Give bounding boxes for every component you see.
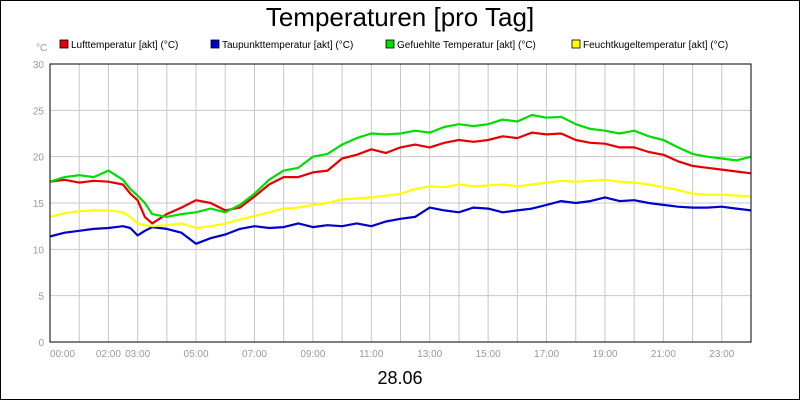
x-tick-label: 21:00 (651, 349, 676, 360)
x-axis-ticks: 00:00 02:00 03:00 05:00 07:00 09:00 11:00 13:00… (50, 349, 735, 360)
chart-title: Temperaturen [pro Tag] (265, 2, 535, 32)
y-tick-label: 20 (33, 153, 45, 164)
x-tick-label: 07:00 (242, 349, 267, 360)
x-tick-label: 02:00 (96, 349, 121, 360)
x-tick-label: 09:00 (300, 349, 325, 360)
x-tick-label: 11:00 (359, 349, 384, 360)
y-tick-label: 15 (33, 199, 45, 210)
y-axis-unit: °C (36, 43, 47, 54)
series-line-1 (49, 131, 752, 225)
series-line-3 (49, 113, 752, 218)
x-tick-label: 15:00 (476, 349, 501, 360)
y-tick-label: 10 (33, 245, 45, 256)
y-tick-label: 5 (38, 292, 44, 303)
legend-label: Feuchtkugeltemperatur [akt] (°C) (583, 40, 728, 51)
legend-swatch (210, 39, 220, 49)
y-tick-label: 25 (33, 106, 45, 117)
legend-swatch (385, 39, 395, 49)
y-axis-ticks: 0 5 10 15 20 25 30 (33, 60, 45, 349)
legend-swatch (59, 39, 69, 49)
legend-label: Taupunkttemperatur [akt] (°C) (222, 40, 353, 51)
legend: Lufttemperatur [akt] (°C) Taupunkttempera… (59, 39, 728, 51)
x-tick-label: 19:00 (592, 349, 617, 360)
legend-label: Lufttemperatur [akt] (°C) (71, 40, 178, 51)
series-line-2 (49, 196, 752, 245)
x-tick-label: 23:00 (709, 349, 734, 360)
legend-swatch (571, 39, 581, 49)
x-tick-label: 00:00 (50, 349, 75, 360)
x-tick-label: 03:00 (125, 349, 150, 360)
series-lines (49, 113, 752, 245)
x-tick-label: 05:00 (184, 349, 209, 360)
series-line-4 (49, 178, 752, 230)
y-tick-label: 0 (38, 338, 44, 349)
x-tick-label: 13:00 (417, 349, 442, 360)
x-tick-label: 17:00 (534, 349, 559, 360)
plot-border (49, 63, 752, 343)
x-axis-date-label: 28.06 (377, 368, 423, 388)
y-tick-label: 30 (33, 60, 45, 71)
legend-label: Gefuehlte Temperatur [akt] (°C) (397, 40, 536, 51)
